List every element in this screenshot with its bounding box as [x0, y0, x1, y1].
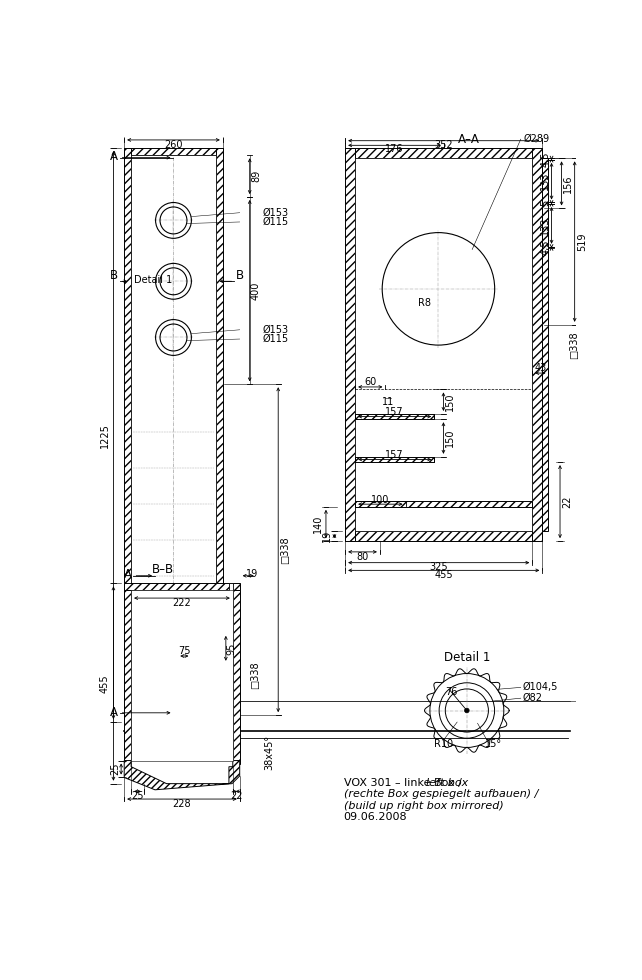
Bar	[532, 148, 542, 541]
Text: 4,5: 4,5	[541, 240, 550, 255]
Text: 228: 228	[173, 799, 191, 808]
Bar	[355, 414, 434, 419]
Text: 15°: 15°	[485, 739, 501, 750]
Text: Ø115: Ø115	[263, 334, 289, 344]
Text: B: B	[110, 270, 118, 282]
Text: B: B	[236, 270, 244, 282]
Text: □338: □338	[250, 662, 260, 689]
Bar	[124, 715, 223, 722]
Text: 455: 455	[100, 674, 110, 693]
Text: 11: 11	[382, 397, 394, 408]
Bar	[233, 590, 239, 764]
Text: VOX 301 – linke Box /: VOX 301 – linke Box /	[343, 777, 465, 788]
Text: 60: 60	[364, 377, 376, 387]
Text: 519: 519	[577, 232, 587, 251]
Text: Detail 1: Detail 1	[134, 274, 173, 285]
Text: Ø289: Ø289	[523, 134, 549, 144]
Text: 25: 25	[131, 791, 144, 801]
Bar	[156, 699, 191, 706]
Text: 19: 19	[322, 530, 332, 542]
Bar	[542, 159, 548, 531]
Text: A–A: A–A	[458, 133, 480, 146]
Polygon shape	[124, 760, 239, 790]
Text: □338: □338	[569, 331, 579, 359]
Text: 43: 43	[534, 364, 546, 373]
Text: 25: 25	[110, 762, 120, 775]
Text: B–B: B–B	[152, 564, 174, 576]
Text: A: A	[110, 150, 118, 164]
Text: Ø153: Ø153	[263, 208, 289, 218]
Text: 09.06.2008: 09.06.2008	[343, 812, 407, 822]
Text: 157: 157	[385, 450, 404, 460]
Text: 455: 455	[435, 570, 453, 580]
Text: 150: 150	[445, 392, 455, 411]
Bar	[131, 590, 233, 760]
Text: 80: 80	[356, 552, 369, 562]
Text: left box: left box	[426, 777, 468, 788]
Bar	[355, 457, 434, 463]
Text: Ø153: Ø153	[263, 324, 289, 335]
Bar	[124, 590, 131, 760]
Text: Ø115: Ø115	[263, 217, 289, 227]
Bar	[345, 531, 542, 541]
Bar	[216, 148, 223, 722]
Text: 140: 140	[313, 514, 323, 533]
Text: 19: 19	[246, 569, 258, 579]
Text: 89: 89	[251, 171, 261, 182]
Text: 260: 260	[164, 140, 183, 150]
Circle shape	[465, 709, 469, 712]
Bar	[355, 502, 532, 507]
Text: 352: 352	[435, 140, 453, 150]
Text: (rechte Box gespiegelt aufbauen) /: (rechte Box gespiegelt aufbauen) /	[343, 789, 538, 799]
Text: 156: 156	[563, 174, 573, 193]
Text: 75: 75	[178, 647, 191, 657]
Bar	[345, 148, 355, 541]
Bar	[345, 148, 542, 159]
Bar	[355, 159, 532, 531]
Text: 400: 400	[251, 281, 261, 300]
Text: Ø104,5: Ø104,5	[523, 682, 558, 693]
Text: R8: R8	[418, 298, 431, 308]
Text: 38x45°: 38x45°	[264, 735, 274, 770]
Text: (build up right box mirrored): (build up right box mirrored)	[343, 801, 503, 810]
Text: A: A	[110, 706, 118, 718]
Text: R10: R10	[434, 739, 453, 750]
Bar	[229, 583, 233, 594]
Text: 22: 22	[230, 791, 243, 801]
Text: Ø82: Ø82	[523, 693, 542, 704]
Text: A: A	[124, 568, 132, 581]
Text: 4,5: 4,5	[541, 151, 550, 167]
Text: 1225: 1225	[100, 422, 110, 448]
Bar	[124, 583, 239, 590]
Bar	[131, 155, 216, 715]
Text: □338: □338	[280, 536, 290, 564]
Text: 157: 157	[385, 407, 404, 416]
Text: 95: 95	[226, 642, 236, 655]
Bar	[124, 148, 131, 722]
Text: 133: 133	[541, 172, 550, 190]
Text: 150: 150	[445, 429, 455, 447]
Text: 5: 5	[541, 200, 550, 207]
Text: Detail 1: Detail 1	[444, 651, 490, 663]
Text: 176: 176	[385, 144, 404, 154]
Text: 22: 22	[562, 495, 572, 508]
Text: 100: 100	[371, 495, 390, 505]
Text: 76: 76	[446, 687, 458, 697]
Bar	[124, 148, 223, 155]
Text: 325: 325	[429, 563, 448, 572]
Text: 133: 133	[541, 217, 550, 234]
Text: 222: 222	[173, 599, 191, 609]
